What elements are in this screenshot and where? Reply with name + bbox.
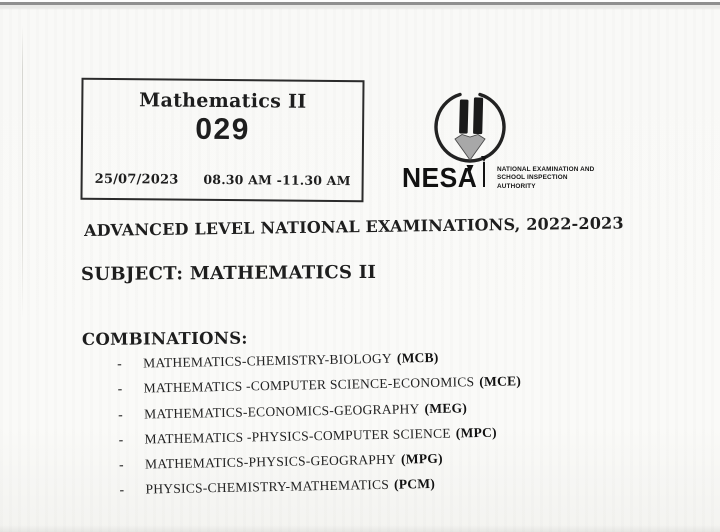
combination-name: PHYSICS-CHEMISTRY-MATHEMATICS bbox=[145, 477, 390, 497]
pencil-shaft bbox=[482, 162, 486, 187]
list-dash: - bbox=[119, 482, 125, 498]
combination-name: MATHEMATICS-CHEMISTRY-BIOLOGY bbox=[142, 350, 393, 371]
subject-heading: SUBJECT: MATHEMATICS II bbox=[80, 261, 377, 285]
list-dash: - bbox=[117, 406, 124, 422]
emblem-ring bbox=[434, 92, 506, 163]
exam-time: 08.30 AM -11.30 AM bbox=[203, 171, 351, 189]
combination-code: (MEG) bbox=[424, 399, 468, 416]
combination-code: (PCM) bbox=[393, 476, 436, 493]
combination-code: (MCB) bbox=[396, 349, 439, 366]
exam-subject-name: Mathematics II bbox=[139, 89, 307, 113]
combinations-heading: COMBINATIONS: bbox=[81, 328, 248, 349]
list-dash: - bbox=[118, 431, 124, 447]
combination-code: (MCE) bbox=[479, 373, 522, 390]
pencil-icon bbox=[480, 156, 488, 187]
scan-left-edge-line bbox=[22, 26, 23, 318]
emblem-bar-left bbox=[459, 99, 469, 134]
emblem-pen-body bbox=[454, 134, 486, 161]
combination-code: (MPC) bbox=[455, 424, 497, 441]
combination-code: (MPG) bbox=[400, 450, 443, 467]
org-name-line2: SCHOOL INSPECTION bbox=[497, 174, 568, 182]
exam-info-box: Mathematics II 029 25/07/2023 08.30 AM -… bbox=[80, 77, 365, 203]
exam-datetime-row: 25/07/2023 08.30 AM -11.30 AM bbox=[95, 171, 351, 189]
exam-title-heading: ADVANCED LEVEL NATIONAL EXAMINATIONS, 20… bbox=[83, 213, 624, 240]
nesa-emblem-icon bbox=[434, 92, 506, 173]
nesa-wordmark: NESA bbox=[402, 162, 478, 193]
combination-name: MATHEMATICS-PHYSICS-GEOGRAPHY bbox=[144, 451, 397, 472]
scan-top-edge-artifact bbox=[0, 0, 720, 10]
emblem-pen-tip bbox=[466, 165, 474, 173]
list-dash: - bbox=[117, 381, 123, 397]
org-name-line1: NATIONAL EXAMINATION AND bbox=[497, 166, 595, 173]
exam-subject-code: 029 bbox=[195, 112, 251, 147]
exam-date: 25/07/2023 bbox=[94, 171, 179, 188]
org-name-block: NATIONAL EXAMINATION AND SCHOOL INSPECTI… bbox=[497, 166, 607, 191]
emblem-bar-right bbox=[473, 97, 484, 135]
combinations-list: - MATHEMATICS-CHEMISTRY-BIOLOGY (MCB) - … bbox=[117, 348, 523, 508]
list-dash: - bbox=[118, 457, 124, 473]
list-dash: - bbox=[117, 355, 123, 371]
pencil-head bbox=[481, 156, 487, 162]
scan-bottom-edge-artifact bbox=[0, 525, 720, 532]
org-name-line3: AUTHORITY bbox=[497, 182, 536, 190]
